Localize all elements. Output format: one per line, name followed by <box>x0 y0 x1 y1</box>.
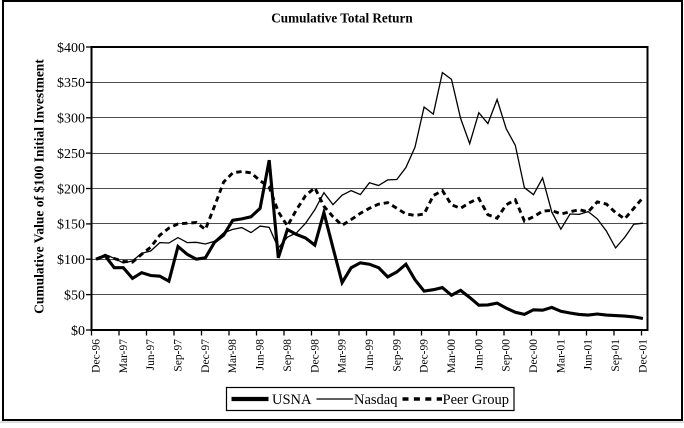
svg-text:$50: $50 <box>64 288 85 303</box>
svg-text:Dec-99: Dec-99 <box>419 339 431 373</box>
svg-text:Dec-98: Dec-98 <box>309 339 321 373</box>
svg-text:Jun-98: Jun-98 <box>255 339 267 371</box>
svg-text:Dec-97: Dec-97 <box>200 339 212 373</box>
svg-text:Sep-01: Sep-01 <box>610 339 622 372</box>
svg-text:$0: $0 <box>71 324 85 339</box>
svg-text:Mar-97: Mar-97 <box>118 339 130 374</box>
svg-text:$250: $250 <box>57 147 85 162</box>
svg-text:USNA: USNA <box>272 392 312 408</box>
svg-text:$150: $150 <box>57 218 85 233</box>
svg-text:Dec-96: Dec-96 <box>91 339 103 373</box>
svg-text:Mar-01: Mar-01 <box>555 339 567 374</box>
svg-text:Sep-99: Sep-99 <box>391 339 403 372</box>
svg-text:Mar-98: Mar-98 <box>227 339 239 374</box>
svg-text:$100: $100 <box>57 253 85 268</box>
svg-text:Sep-00: Sep-00 <box>501 339 513 372</box>
svg-text:Jun-01: Jun-01 <box>583 339 595 371</box>
svg-text:Sep-97: Sep-97 <box>173 339 185 372</box>
svg-text:$350: $350 <box>57 76 85 91</box>
svg-text:Mar-00: Mar-00 <box>446 339 458 374</box>
svg-text:$400: $400 <box>57 41 85 56</box>
svg-text:Jun-00: Jun-00 <box>473 339 485 371</box>
svg-text:Nasdaq: Nasdaq <box>354 392 398 408</box>
svg-text:$300: $300 <box>57 112 85 127</box>
svg-text:Dec-00: Dec-00 <box>528 339 540 373</box>
svg-text:Jun-97: Jun-97 <box>145 339 157 371</box>
svg-text:Dec-01: Dec-01 <box>637 339 649 373</box>
svg-text:Mar-99: Mar-99 <box>337 339 349 374</box>
svg-text:Cumulative Value of $100 Initi: Cumulative Value of $100 Initial Investm… <box>32 59 47 314</box>
svg-text:Cumulative Total Return: Cumulative Total Return <box>271 11 413 26</box>
svg-text:Jun-99: Jun-99 <box>364 339 376 371</box>
svg-text:$200: $200 <box>57 182 85 197</box>
svg-text:Sep-98: Sep-98 <box>282 339 294 372</box>
svg-text:Peer Group: Peer Group <box>443 392 509 408</box>
